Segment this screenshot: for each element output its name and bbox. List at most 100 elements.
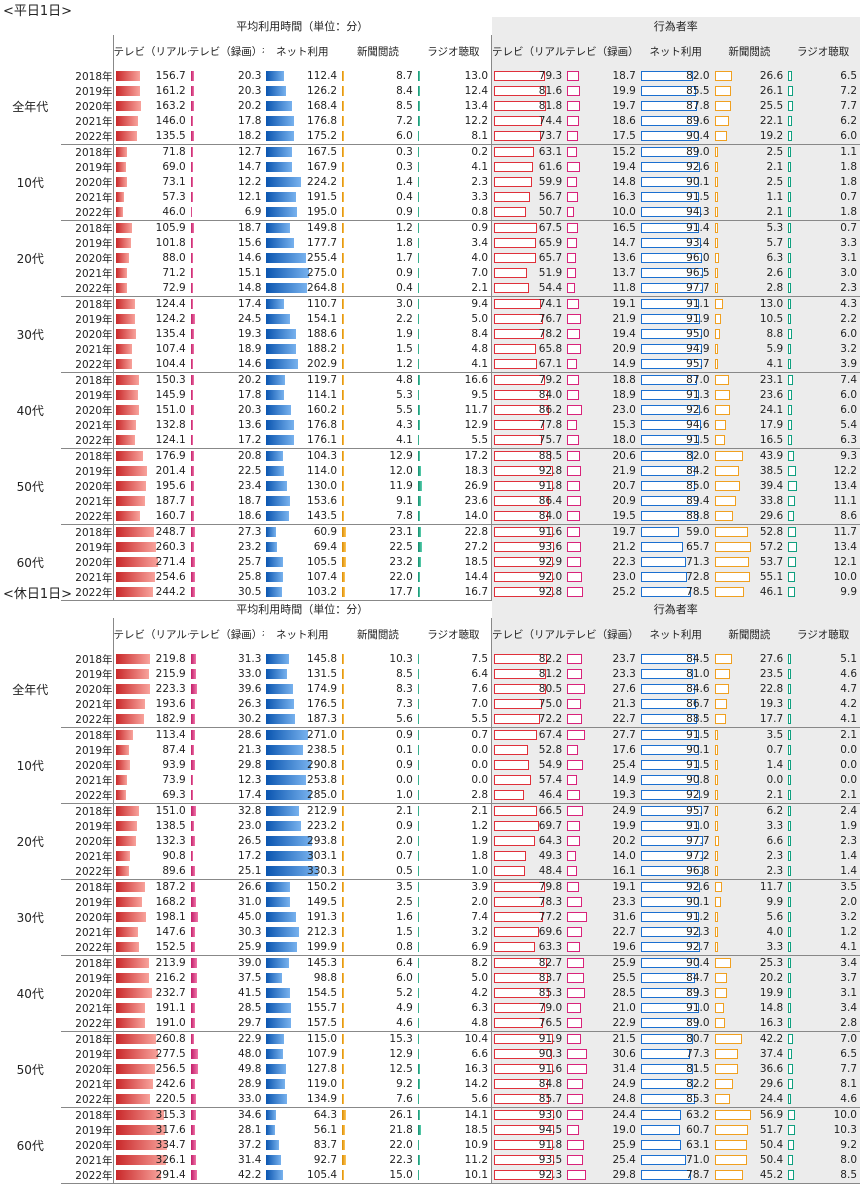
rate-value: 91.4 bbox=[686, 222, 710, 234]
rate-value: 84.6 bbox=[686, 683, 710, 695]
rate-value: 0.0 bbox=[840, 744, 857, 756]
time-value: 271.0 bbox=[307, 729, 338, 741]
rate-bar bbox=[494, 730, 538, 740]
rate-cell: 19.9 bbox=[712, 986, 787, 1001]
time-cell: 14.6 bbox=[188, 357, 265, 373]
time-cell: 2.8 bbox=[415, 788, 492, 804]
time-bar bbox=[417, 1018, 420, 1028]
year-label: 2022年 bbox=[60, 281, 114, 297]
time-value: 0.9 bbox=[396, 759, 413, 771]
rate-value: 92.3 bbox=[686, 926, 710, 938]
time-cell: 69.4 bbox=[264, 540, 340, 555]
rate-bar bbox=[494, 745, 528, 755]
time-bar bbox=[342, 283, 344, 293]
time-value: 18.9 bbox=[238, 343, 262, 355]
time-cell: 155.7 bbox=[264, 1001, 340, 1016]
rate-cell: 92.6 bbox=[638, 403, 713, 418]
time-bar bbox=[115, 420, 137, 430]
rate-value: 84.2 bbox=[686, 465, 710, 477]
rate-bar bbox=[640, 973, 696, 983]
time-bar bbox=[342, 116, 344, 126]
column-header: 新聞閲読 bbox=[712, 618, 787, 652]
table-row: 2019年 168.2 31.0 149.5 2.5 2.0 78.3 23.3 90.1 9.9… bbox=[0, 895, 860, 910]
rate-value: 83.7 bbox=[538, 972, 563, 984]
rate-bar bbox=[714, 1094, 731, 1104]
time-bar bbox=[266, 466, 285, 476]
rate-value: 46.4 bbox=[538, 789, 563, 801]
rate-bar bbox=[788, 745, 792, 755]
rate-value: 71.0 bbox=[686, 1154, 710, 1166]
time-value: 104.4 bbox=[155, 358, 186, 370]
time-cell: 46.0 bbox=[112, 205, 189, 221]
time-bar bbox=[115, 851, 130, 861]
year-label: 2019年 bbox=[75, 466, 113, 478]
time-bar bbox=[115, 1094, 150, 1104]
rate-value: 92.6 bbox=[686, 404, 710, 416]
time-value: 12.1 bbox=[238, 191, 262, 203]
time-cell: 28.6 bbox=[189, 728, 265, 744]
time-bar bbox=[266, 760, 312, 770]
rate-bar bbox=[788, 405, 793, 415]
time-value: 64.3 bbox=[313, 1109, 338, 1121]
header-blank bbox=[0, 618, 113, 652]
rate-bar bbox=[714, 745, 718, 755]
time-value: 3.9 bbox=[471, 881, 489, 893]
time-bar bbox=[417, 435, 420, 445]
rate-cell: 1.8 bbox=[786, 205, 860, 221]
rate-bar bbox=[640, 1018, 698, 1028]
rate-value: 23.0 bbox=[612, 571, 636, 583]
rate-cell: 21.9 bbox=[565, 464, 639, 479]
time-cell: 115.0 bbox=[264, 1032, 340, 1048]
year-label: 2018年 bbox=[75, 223, 113, 235]
rate-value: 3.1 bbox=[840, 252, 857, 264]
rate-value: 2.8 bbox=[840, 1017, 857, 1029]
time-value: 114.1 bbox=[307, 389, 338, 401]
rate-bar bbox=[640, 1155, 687, 1165]
table-row: 2022年 291.4 42.2 105.4 15.0 10.1 92.3 29.8 78.7 4… bbox=[0, 1168, 860, 1184]
time-cell: 103.2 bbox=[264, 585, 341, 601]
time-value: 275.0 bbox=[307, 267, 338, 279]
rate-cell: 74.1 bbox=[491, 296, 566, 312]
rate-bar bbox=[494, 451, 551, 461]
time-cell: 1.2 bbox=[340, 357, 416, 373]
rate-bar bbox=[567, 927, 582, 937]
rate-cell: 14.9 bbox=[565, 773, 639, 788]
rate-cell: 91.8 bbox=[491, 1138, 566, 1153]
age-group-label: 全年代 bbox=[12, 683, 49, 698]
time-bar bbox=[190, 806, 196, 816]
time-cell: 212.9 bbox=[264, 804, 340, 820]
time-bar bbox=[115, 542, 156, 552]
rate-bar bbox=[714, 192, 718, 202]
time-cell: 20.3 bbox=[189, 403, 265, 418]
time-bar bbox=[342, 223, 344, 233]
time-bar bbox=[190, 1170, 198, 1180]
time-bar bbox=[417, 542, 422, 552]
rate-bar bbox=[494, 268, 528, 278]
time-cell: 18.5 bbox=[416, 555, 492, 570]
time-cell: 114.0 bbox=[264, 464, 340, 479]
rate-cell: 78.3 bbox=[491, 895, 566, 910]
rate-bar bbox=[714, 71, 732, 81]
time-cell: 212.3 bbox=[264, 925, 340, 940]
rate-cell: 6.0 bbox=[786, 388, 860, 403]
time-bar bbox=[190, 1140, 197, 1150]
time-value: 31.3 bbox=[238, 653, 262, 665]
time-cell: 3.0 bbox=[340, 297, 416, 313]
rate-bar bbox=[494, 177, 533, 187]
time-bar bbox=[115, 1064, 156, 1074]
rate-value: 92.8 bbox=[538, 465, 563, 477]
time-bar bbox=[417, 1155, 420, 1165]
rate-cell: 6.3 bbox=[786, 433, 860, 449]
rate-bar bbox=[788, 851, 792, 861]
rate-bar bbox=[788, 344, 792, 354]
rate-value: 90.4 bbox=[686, 130, 710, 142]
rate-cell: 85.7 bbox=[491, 1092, 566, 1108]
time-cell: 124.4 bbox=[112, 296, 189, 312]
rate-cell: 91.9 bbox=[638, 312, 713, 327]
time-cell: 160.2 bbox=[264, 403, 340, 418]
time-bar bbox=[417, 253, 420, 263]
rate-bar bbox=[714, 116, 729, 126]
time-value: 126.2 bbox=[307, 85, 338, 97]
rate-cell: 69.6 bbox=[491, 925, 566, 940]
rate-value: 81.8 bbox=[538, 100, 563, 112]
